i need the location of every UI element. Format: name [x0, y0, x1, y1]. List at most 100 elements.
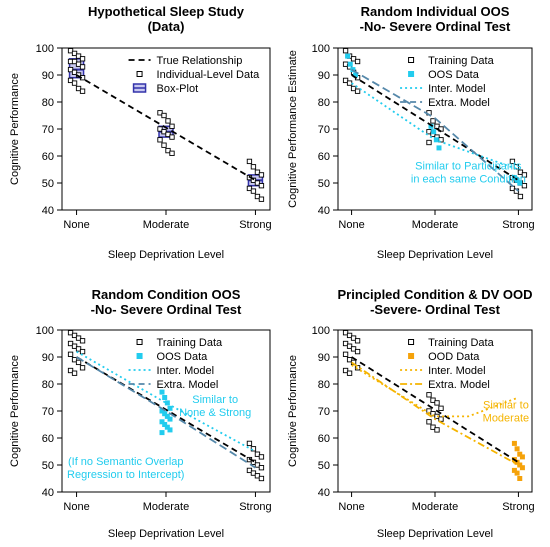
training-point: [258, 196, 265, 202]
chart-panel-4: Principled Condition & DV OOD-Severe- Or…: [287, 287, 535, 540]
training-point: [75, 335, 82, 341]
oos-point: [514, 177, 520, 183]
chart-title-line: (Data): [148, 19, 185, 34]
training-point: [350, 346, 357, 352]
oos-point: [428, 123, 434, 129]
legend-swatch: [136, 71, 143, 77]
annotation-text: Similar to Participants: [415, 161, 522, 173]
inter-model-line: [76, 350, 256, 453]
training-point: [157, 126, 163, 132]
oos-point: [167, 405, 173, 411]
oos-point: [433, 137, 439, 143]
legend-label: Training Data: [428, 337, 495, 349]
ood-point: [511, 440, 517, 446]
annotation-text: Similar to: [192, 394, 238, 406]
training-point: [71, 50, 78, 57]
oos-point: [162, 422, 168, 427]
training-point: [438, 416, 444, 422]
y-tick-label: 100: [36, 325, 54, 337]
training-point: [342, 351, 349, 357]
x-tick-label: Moderate: [143, 501, 189, 513]
training-point: [67, 48, 74, 54]
y-tick-label: 40: [42, 487, 54, 499]
chart-title-line: -No- Severe Ordinal Test: [91, 302, 242, 317]
legend-label: OOD Data: [428, 351, 480, 363]
training-point: [165, 118, 171, 124]
y-tick-label: 60: [318, 433, 330, 445]
training-point: [79, 64, 86, 70]
legend-label: True Relationship: [157, 55, 243, 67]
training-point: [71, 332, 78, 339]
x-tick-label: Moderate: [143, 219, 189, 231]
training-point: [426, 392, 432, 398]
y-tick-label: 90: [42, 352, 54, 364]
y-tick-label: 70: [42, 406, 54, 418]
y-tick-label: 60: [42, 433, 54, 445]
y-tick-label: 60: [42, 151, 54, 163]
training-point: [79, 88, 86, 94]
training-point: [521, 172, 528, 178]
oos-point: [353, 72, 359, 78]
x-tick-label: Strong: [502, 219, 534, 231]
ood-point: [517, 451, 523, 457]
training-point: [354, 58, 361, 65]
annotation-text: in each same Condition: [411, 174, 526, 186]
x-tick-label: Strong: [239, 219, 271, 231]
ood-point: [519, 454, 525, 460]
training-point: [75, 53, 82, 59]
x-tick-label: None: [338, 219, 364, 231]
ood-point: [519, 465, 525, 471]
legend-swatch: [136, 353, 143, 359]
training-point: [161, 129, 167, 135]
x-axis-label: Sleep Deprivation Level: [377, 249, 493, 261]
oos-point: [164, 400, 170, 406]
training-point: [354, 88, 361, 94]
training-point: [75, 85, 82, 92]
legend-swatch: [408, 353, 415, 359]
oos-point: [164, 413, 170, 419]
training-point: [250, 188, 257, 194]
chart-title-line: Principled Condition & DV OOD: [338, 287, 533, 302]
training-point: [426, 419, 432, 425]
training-point: [67, 66, 74, 73]
legend-label: Individual-Level Data: [157, 69, 261, 81]
training-point: [346, 80, 353, 86]
training-point: [346, 357, 353, 363]
training-point: [71, 58, 78, 65]
y-axis-label: Cognitive Performance: [9, 355, 21, 467]
training-point: [258, 475, 265, 482]
oos-point: [164, 424, 170, 430]
legend-label: Training Data: [428, 55, 495, 67]
training-point: [75, 346, 82, 352]
training-point: [426, 139, 432, 146]
training-point: [254, 193, 261, 200]
y-axis-label: Cognitive Performance Estimate: [287, 50, 299, 208]
oos-point: [159, 419, 165, 425]
training-point: [246, 185, 253, 192]
extra-model-line: [76, 356, 256, 469]
chart-panel-3: Random Condition OOS-No- Severe Ordinal …: [9, 287, 272, 540]
ood-point: [511, 467, 517, 473]
chart-title-line: Random Individual OOS: [361, 4, 510, 19]
legend-label: Extra. Model: [157, 379, 219, 391]
training-point: [71, 69, 78, 75]
oos-point: [167, 416, 173, 422]
y-tick-label: 70: [42, 124, 54, 136]
training-point: [521, 183, 528, 189]
training-point: [254, 180, 261, 186]
x-tick-label: Moderate: [412, 219, 458, 231]
training-point: [75, 359, 82, 366]
training-point: [258, 172, 265, 178]
training-point: [342, 340, 349, 347]
legend-label: Training Data: [157, 337, 224, 349]
ood-point: [517, 462, 523, 468]
inter-model-line: [351, 82, 519, 171]
training-point: [254, 462, 261, 468]
training-point: [165, 131, 171, 138]
training-point: [161, 142, 167, 148]
training-point: [517, 169, 524, 175]
training-point: [254, 169, 261, 175]
training-point: [79, 56, 86, 62]
y-tick-label: 80: [42, 379, 54, 391]
